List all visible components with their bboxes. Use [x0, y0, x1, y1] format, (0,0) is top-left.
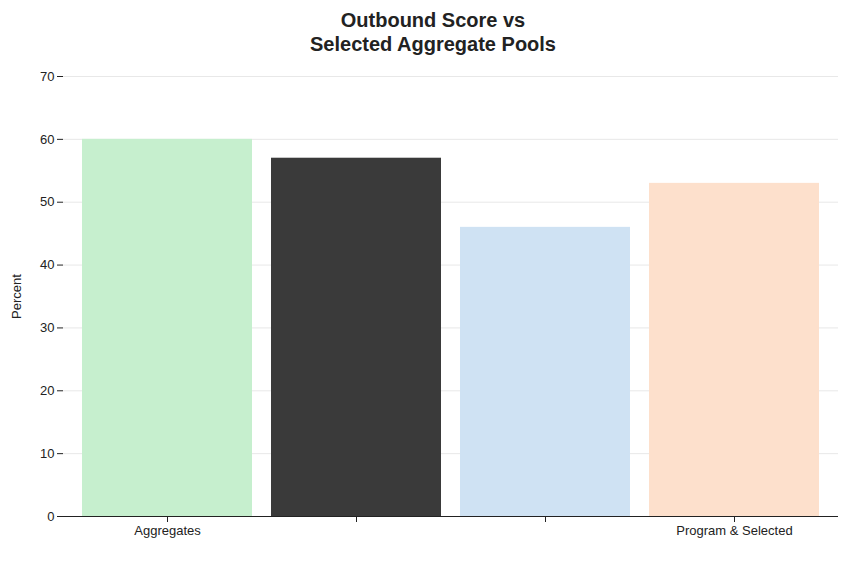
svg-text:Percent: Percent — [9, 274, 24, 319]
svg-text:50: 50 — [40, 194, 54, 209]
svg-text:30: 30 — [40, 320, 54, 335]
svg-text:Aggregates: Aggregates — [134, 523, 201, 538]
svg-text:10: 10 — [40, 446, 54, 461]
svg-text:60: 60 — [40, 132, 54, 147]
svg-text:0: 0 — [47, 509, 54, 524]
svg-text:40: 40 — [40, 257, 54, 272]
svg-text:Program & Selected: Program & Selected — [676, 523, 792, 538]
svg-text:20: 20 — [40, 383, 54, 398]
html-text:Outbound Score vs Selected Agg: Outbound Score vs Selected Aggregate Poo… — [310, 9, 556, 55]
svg-text:70: 70 — [40, 69, 54, 84]
